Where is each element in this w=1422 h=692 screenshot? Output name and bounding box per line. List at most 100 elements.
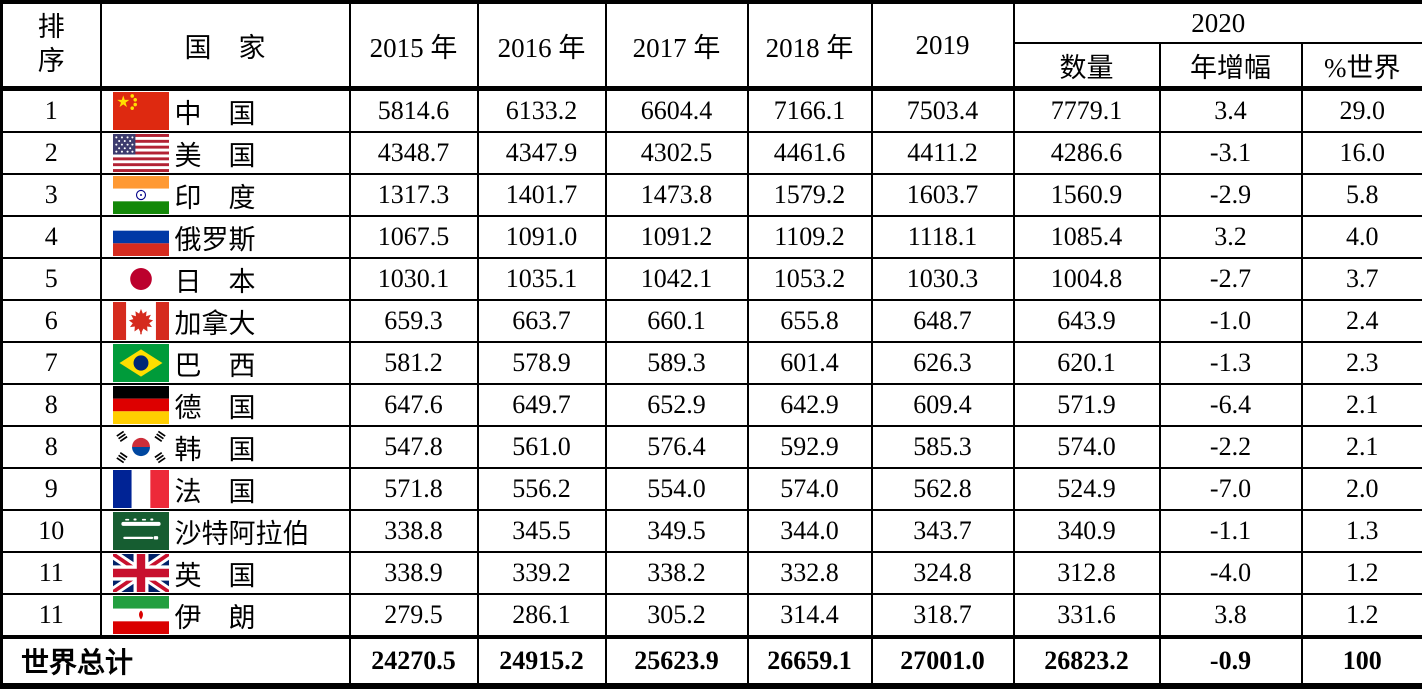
header-annual-growth: 年增幅 [1158, 42, 1303, 90]
header-year-2020-group: 2020 [1012, 1, 1422, 44]
value-cell-2015: 581.2 [348, 341, 479, 385]
value-cell-2019: 626.3 [870, 341, 1015, 385]
country-cell: 日 本 [99, 257, 351, 301]
growth-cell: -1.0 [1158, 299, 1303, 343]
table-row: 2 美 国 4348.7 4347.9 4302.5 4461.6 4411.2 4286.6… [0, 131, 1422, 175]
country-wrap: 德 国 [103, 386, 348, 424]
value-cell-2017: 6604.4 [604, 86, 749, 133]
country-name: 德 国 [174, 392, 256, 423]
russia-flag-icon [112, 218, 169, 256]
country-cell: 德 国 [99, 383, 351, 427]
total-label: 世界总计 [0, 635, 351, 687]
rank-cell: 5 [0, 257, 102, 301]
value-cell-2017: 652.9 [604, 383, 749, 427]
total-value-2020: 26823.2 [1012, 635, 1161, 687]
country-wrap: 伊 朗 [103, 596, 348, 635]
header-year-2019: 2019 [870, 1, 1015, 90]
value-cell-2020: 331.6 [1012, 593, 1161, 638]
country-cell: 印 度 [99, 173, 351, 217]
value-cell-2015: 571.8 [348, 467, 479, 511]
growth-cell: 3.2 [1158, 215, 1303, 259]
header-rank: 排 序 [0, 1, 102, 90]
country-wrap: 俄罗斯 [103, 218, 348, 256]
value-cell-2017: 660.1 [604, 299, 749, 343]
country-cell: 伊 朗 [99, 593, 351, 638]
country-name: 中 国 [174, 98, 256, 129]
country-wrap: 加拿大 [103, 302, 348, 340]
value-cell-2018: 7166.1 [746, 86, 873, 133]
share-cell: 2.0 [1300, 467, 1422, 511]
brazil-flag-icon [112, 344, 169, 382]
table-row: 1 中 国 5814.6 6133.2 6604.4 7166.1 7503.4 7779.1… [0, 86, 1422, 133]
value-cell-2018: 4461.6 [746, 131, 873, 175]
value-cell-2018: 332.8 [746, 551, 873, 595]
rank-cell: 8 [0, 425, 102, 469]
value-cell-2020: 620.1 [1012, 341, 1161, 385]
value-cell-2015: 547.8 [348, 425, 479, 469]
growth-cell: -4.0 [1158, 551, 1303, 595]
value-cell-2017: 305.2 [604, 593, 749, 638]
value-cell-2016: 286.1 [476, 593, 607, 638]
table-row: 9 法 国 571.8 556.2 554.0 574.0 562.8 524.9 -7.0 2.… [0, 467, 1422, 511]
share-cell: 4.0 [1300, 215, 1422, 259]
value-cell-2015: 338.8 [348, 509, 479, 553]
value-cell-2019: 648.7 [870, 299, 1015, 343]
value-cell-2018: 655.8 [746, 299, 873, 343]
table-row: 7 巴 西 581.2 578.9 589.3 601.4 626.3 620.1 -1.3 2.… [0, 341, 1422, 385]
total-value-2018: 26659.1 [746, 635, 873, 687]
value-cell-2020: 1085.4 [1012, 215, 1161, 259]
japan-flag-icon [112, 260, 169, 298]
total-growth: -0.9 [1158, 635, 1303, 687]
table-row: 11 伊 朗 279.5 286.1 305.2 314.4 318.7 331.6 3.8 1.… [0, 593, 1422, 638]
value-cell-2016: 345.5 [476, 509, 607, 553]
country-name: 沙特阿拉伯 [174, 518, 310, 549]
total-value-2016: 24915.2 [476, 635, 607, 687]
rank-cell: 2 [0, 131, 102, 175]
value-cell-2020: 643.9 [1012, 299, 1161, 343]
germany-flag-icon [112, 386, 169, 424]
value-cell-2018: 574.0 [746, 467, 873, 511]
share-cell: 16.0 [1300, 131, 1422, 175]
value-cell-2018: 642.9 [746, 383, 873, 427]
value-cell-2015: 338.9 [348, 551, 479, 595]
usa-flag-icon [112, 134, 169, 172]
country-wrap: 中 国 [103, 93, 348, 130]
value-cell-2015: 279.5 [348, 593, 479, 638]
value-cell-2017: 576.4 [604, 425, 749, 469]
value-cell-2016: 649.7 [476, 383, 607, 427]
value-cell-2016: 561.0 [476, 425, 607, 469]
france-flag-icon [112, 470, 169, 508]
value-cell-2019: 1030.3 [870, 257, 1015, 301]
rank-cell: 3 [0, 173, 102, 217]
value-cell-2019: 1118.1 [870, 215, 1015, 259]
value-cell-2017: 1091.2 [604, 215, 749, 259]
total-value-2017: 25623.9 [604, 635, 749, 687]
value-cell-2018: 344.0 [746, 509, 873, 553]
country-name: 俄罗斯 [174, 224, 256, 255]
value-cell-2016: 1401.7 [476, 173, 607, 217]
table-row: 5 日 本 1030.1 1035.1 1042.1 1053.2 1030.3 1004.8… [0, 257, 1422, 301]
country-cell: 中 国 [99, 86, 351, 133]
header-year-2017: 2017 年 [604, 1, 749, 90]
south-korea-flag-icon [112, 428, 169, 466]
value-cell-2020: 574.0 [1012, 425, 1161, 469]
country-cell: 美 国 [99, 131, 351, 175]
value-cell-2015: 659.3 [348, 299, 479, 343]
value-cell-2020: 1560.9 [1012, 173, 1161, 217]
country-cell: 巴 西 [99, 341, 351, 385]
value-cell-2019: 324.8 [870, 551, 1015, 595]
country-name: 印 度 [174, 182, 256, 213]
iran-flag-icon [112, 596, 169, 634]
value-cell-2018: 1053.2 [746, 257, 873, 301]
growth-cell: -7.0 [1158, 467, 1303, 511]
value-cell-2017: 349.5 [604, 509, 749, 553]
growth-cell: -1.3 [1158, 341, 1303, 385]
rank-cell: 11 [0, 593, 102, 638]
country-name: 美 国 [174, 140, 256, 171]
value-cell-2017: 554.0 [604, 467, 749, 511]
value-cell-2017: 1473.8 [604, 173, 749, 217]
value-cell-2015: 1317.3 [348, 173, 479, 217]
country-name: 法 国 [174, 476, 256, 507]
value-cell-2016: 6133.2 [476, 86, 607, 133]
saudi-arabia-flag-icon [112, 512, 169, 550]
